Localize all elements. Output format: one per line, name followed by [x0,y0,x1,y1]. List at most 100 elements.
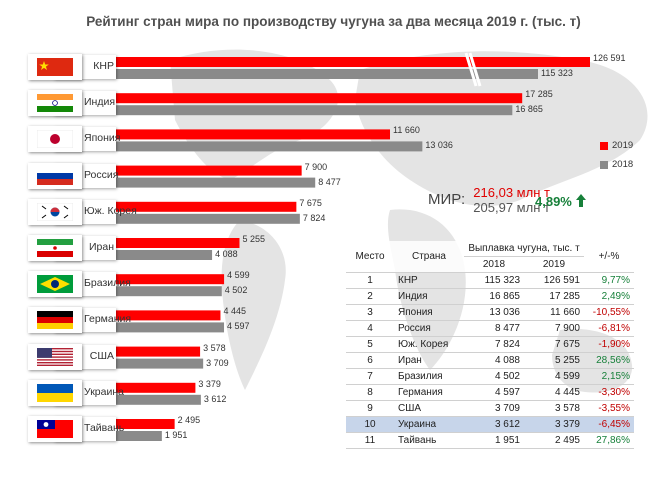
taiwan-flag-icon [37,420,73,438]
iran-flag-icon [37,239,73,257]
legend-label: 2018 [612,159,634,170]
country-name: США [89,349,114,362]
bar-2018-6 [116,286,222,297]
cell-change: -6,45% [584,416,634,433]
table-row: 3 Япония 13 036 11 660 -10,55% [346,304,634,321]
bar-2018-5 [116,250,213,260]
value-label-2019: 4 599 [227,270,250,281]
cell-2018: 4 597 [464,384,524,401]
cell-2019: 126 591 [524,272,584,289]
country-name: Россия [84,168,119,181]
flag-box [28,54,82,80]
value-label-2019: 7 675 [299,197,322,208]
cell-2018: 8 477 [464,320,524,337]
country-name: Бразилия [84,277,131,290]
legend-item-2018: 2018 [600,159,633,170]
table-header-row: Место Страна Выплавка чугуна, тыс. т +/-… [346,241,634,273]
cell-change: -3,30% [584,384,634,401]
cell-2019: 2 495 [524,432,584,449]
legend-label: 2019 [612,140,634,151]
cell-2018: 3 612 [464,416,524,433]
bar-2019-7 [116,310,221,321]
flag-box [28,90,82,117]
china-flag-icon [37,58,73,76]
table-row: 2 Индия 16 865 17 285 2,49% [346,288,634,305]
value-label-2018: 13 036 [425,140,453,151]
flag-box [28,271,82,298]
cell-2018: 3 709 [464,400,524,417]
bar-2019-3 [116,165,302,176]
bar-2018-10 [116,431,162,441]
bar-2019-9 [116,382,196,393]
japan-flag-icon [37,130,73,149]
header-change: +/-% [584,241,634,273]
bar-2019-5 [116,238,240,248]
cell-country: КНР [394,272,464,289]
country-name: Япония [84,132,121,145]
value-label-2019: 126 591 [593,53,626,63]
world-2018-value: 205,97 млн т [473,200,550,215]
legend-swatch-2018 [600,160,608,169]
cell-2019: 7 900 [524,320,584,337]
table-row: 5 Юж. Корея 7 824 7 675 -1,90% [346,336,634,353]
cell-country: США [394,400,464,417]
cell-2018: 13 036 [464,304,524,321]
header-country: Страна [394,241,464,273]
cell-change: -3,55% [584,400,634,417]
value-label-2018: 3 709 [206,357,229,368]
cell-2019: 11 660 [524,304,584,321]
cell-country: Бразилия [394,368,464,385]
world-growth: 4,89% [535,194,586,209]
table-row: 9 США 3 709 3 578 -3,55% [346,400,634,417]
cell-place: 6 [346,352,394,369]
cell-country: Иран [394,352,464,369]
bar-2018-7 [116,322,225,333]
flag-box [28,379,82,406]
arrow-up-icon [575,194,586,207]
cell-country: Индия [394,288,464,305]
country-name: Юж. Корея [84,204,137,217]
flag-box [28,343,82,370]
value-label-2019: 7 900 [304,161,328,172]
cell-change: 27,86% [584,432,634,449]
cell-place: 7 [346,368,394,385]
cell-place: 1 [346,272,394,289]
bar-2018-0 [116,69,538,79]
cell-country: Россия [394,320,464,337]
value-label-2018: 3 612 [203,393,227,404]
germany-flag-icon [37,311,73,330]
cell-country: Тайвань [394,432,464,449]
cell-2019: 3 379 [524,416,584,433]
cell-country: Украина [394,416,464,433]
cell-place: 4 [346,320,394,337]
cell-change: -6,81% [584,320,634,337]
table-body: 1 КНР 115 323 126 591 9,77% 2 Индия 16 865 17 28… [346,272,634,449]
bar-2018-9 [116,394,201,405]
cell-country: Германия [394,384,464,401]
cell-2019: 5 255 [524,352,584,369]
cell-2018: 16 865 [464,288,524,305]
flag-box [28,416,82,442]
bar-2018-1 [116,105,513,116]
country-name: Украина [84,385,124,398]
bar-2019-2 [116,129,391,140]
table-row: 10 Украина 3 612 3 379 -6,45% [346,416,634,433]
flag-box [28,126,82,153]
chart-title: Рейтинг стран мира по производству чугун… [86,14,581,29]
cell-change: 2,15% [584,368,634,385]
value-label-2018: 4 088 [215,249,238,259]
south-korea-flag-icon [37,202,73,221]
cell-2019: 4 445 [524,384,584,401]
cell-2019: 7 675 [524,336,584,353]
bar-2019-4 [116,201,297,212]
cell-2019: 3 578 [524,400,584,417]
table-row: 8 Германия 4 597 4 445 -3,30% [346,384,634,401]
cell-change: -1,90% [584,336,634,353]
header-place: Место [346,241,394,273]
cell-2018: 7 824 [464,336,524,353]
table-row: 7 Бразилия 4 502 4 599 2,15% [346,368,634,385]
table-row: 1 КНР 115 323 126 591 9,77% [346,272,634,289]
flag-box [28,235,82,261]
flag-box [28,307,82,334]
